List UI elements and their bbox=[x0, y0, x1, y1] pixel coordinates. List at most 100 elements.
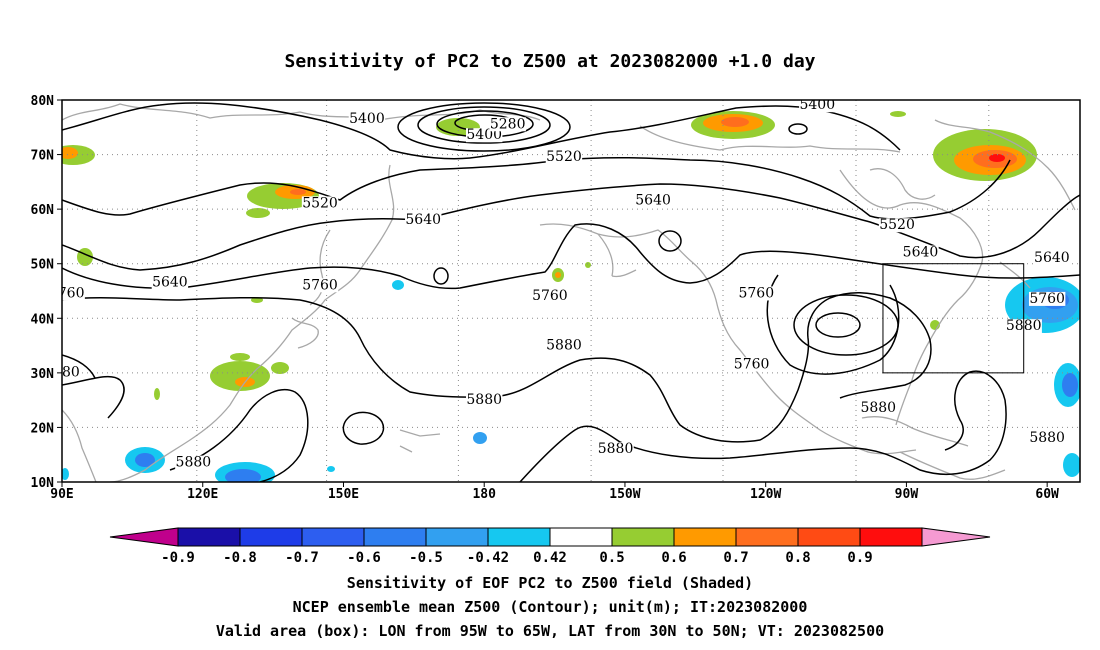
colorbar-swatch bbox=[239, 527, 303, 547]
z500-contours bbox=[62, 102, 1080, 482]
lat-tick-label: 10N bbox=[31, 476, 55, 491]
coastline-india bbox=[62, 409, 97, 482]
shade-positive bbox=[62, 147, 78, 159]
contour-label: 5880 bbox=[546, 337, 582, 353]
coastlines bbox=[62, 103, 1076, 482]
colorbar-level-label: -0.42 bbox=[467, 550, 509, 566]
contour-closed-low bbox=[342, 411, 385, 445]
shade-positive bbox=[230, 353, 250, 361]
lon-tick-label: 150E bbox=[328, 487, 359, 502]
colorbar-swatch bbox=[735, 527, 799, 547]
coastline-japan bbox=[291, 317, 319, 349]
contour-label: 5760 bbox=[49, 285, 85, 301]
valid-area-box bbox=[882, 263, 1025, 374]
contour-label-bg bbox=[301, 196, 339, 211]
contour-label-bg bbox=[301, 278, 339, 293]
colorbar-swatch bbox=[611, 527, 675, 547]
contour-label: 5280 bbox=[490, 116, 526, 132]
colorbar-level-label: -0.6 bbox=[347, 550, 381, 566]
contour-label-bg bbox=[62, 365, 81, 380]
lat-tick-label: 60N bbox=[31, 203, 55, 218]
contour-5880 bbox=[62, 292, 932, 443]
shade-negative bbox=[1062, 373, 1078, 397]
contour-label: 5880 bbox=[860, 400, 896, 416]
colorbar-swatch bbox=[425, 527, 489, 547]
colorbar-swatch bbox=[487, 527, 551, 547]
shade-negative bbox=[225, 469, 261, 482]
coastline-south-china bbox=[109, 367, 259, 482]
contour-label: 5760 bbox=[532, 288, 568, 304]
shade-positive bbox=[585, 262, 591, 268]
colorbar-swatch bbox=[177, 527, 241, 547]
colorbar-level-label: -0.8 bbox=[223, 550, 257, 566]
shade-positive bbox=[246, 208, 270, 218]
contour-label: 5880 bbox=[1029, 430, 1065, 446]
contour-small-low bbox=[433, 267, 449, 285]
colorbar-level-label: 0.42 bbox=[533, 550, 567, 566]
lon-tick-label: 150W bbox=[609, 487, 640, 502]
shade-positive bbox=[555, 272, 561, 278]
caption-line-2: NCEP ensemble mean Z500 (Contour); unit(… bbox=[293, 598, 808, 616]
shade-negative bbox=[327, 466, 335, 472]
shade-negative bbox=[392, 280, 404, 290]
shade-negative bbox=[135, 453, 155, 467]
contour-5400 bbox=[62, 102, 901, 160]
contour-label-bg bbox=[62, 286, 85, 301]
coastline-islands bbox=[399, 429, 441, 453]
coastline-alaska-peninsula bbox=[597, 233, 637, 278]
lat-tick-label: 70N bbox=[31, 149, 55, 164]
colorbar-swatch bbox=[363, 527, 427, 547]
contour-label-bg bbox=[733, 357, 770, 372]
shade-negative bbox=[1063, 453, 1080, 477]
contour-label: 5760 bbox=[302, 277, 338, 293]
lat-tick-label: 20N bbox=[31, 421, 55, 436]
lon-tick-label: 60W bbox=[1035, 487, 1059, 502]
coastline-central-america bbox=[899, 451, 1006, 480]
colorbar-level-label: 0.6 bbox=[661, 550, 686, 566]
coastline-kamchatka-sakhalin bbox=[309, 229, 331, 306]
coastline-north-america-east bbox=[839, 169, 984, 426]
contour-label: 5520 bbox=[302, 195, 338, 211]
shade-positive bbox=[154, 388, 160, 400]
coastline-canada-arctic bbox=[639, 125, 901, 153]
contour-label: 5520 bbox=[546, 149, 582, 165]
lat-tick-label: 80N bbox=[31, 94, 55, 109]
contour-ring bbox=[417, 106, 551, 144]
sensitivity-shading bbox=[62, 111, 1037, 400]
contour-label: 5760 bbox=[734, 356, 770, 372]
contour-small-low bbox=[658, 230, 682, 252]
lat-tick-label: 50N bbox=[31, 258, 55, 273]
contour-label: 5880 bbox=[466, 392, 502, 408]
lat-tick-label: 40N bbox=[31, 312, 55, 327]
contour-5640 bbox=[62, 183, 1080, 271]
coastline-greenland bbox=[934, 119, 1076, 211]
contour-label-bg bbox=[466, 392, 503, 407]
shade-positive bbox=[989, 154, 1005, 162]
contour-label-bg bbox=[545, 338, 583, 353]
colorbar-level-label: -0.9 bbox=[161, 550, 195, 566]
contour-label-bg bbox=[545, 150, 583, 165]
contour-label-bg bbox=[151, 275, 189, 290]
contour-label: 5880 bbox=[176, 455, 212, 471]
colorbar-swatch bbox=[549, 527, 613, 547]
lon-tick-label: 180 bbox=[472, 487, 496, 502]
contour-label-bg bbox=[902, 245, 939, 260]
colorbar-low-arrow bbox=[109, 527, 179, 547]
coastline-east-asia bbox=[257, 164, 395, 369]
contour-label-bg bbox=[489, 117, 526, 132]
shade-positive bbox=[271, 362, 289, 374]
contour-label-bg bbox=[799, 100, 836, 113]
plot-title: Sensitivity of PC2 to Z500 at 2023082000… bbox=[284, 51, 815, 72]
contour-closed-high bbox=[815, 312, 861, 338]
contour-label-bg bbox=[1028, 291, 1066, 306]
shade-negative bbox=[473, 432, 487, 444]
lon-tick-label: 90W bbox=[895, 487, 919, 502]
contour-label-bg bbox=[405, 212, 442, 227]
shade-positive bbox=[290, 189, 306, 195]
lon-tick-label: 120W bbox=[750, 487, 781, 502]
colorbar: -0.9 -0.8 -0.7 -0.6 -0.5 -0.42 0.42 0.5 0.6 0.7 0.… bbox=[109, 527, 991, 566]
caption-line-3: Valid area (box): LON from 95W to 65W, L… bbox=[216, 622, 884, 640]
contour-label: 5640 bbox=[152, 275, 188, 291]
